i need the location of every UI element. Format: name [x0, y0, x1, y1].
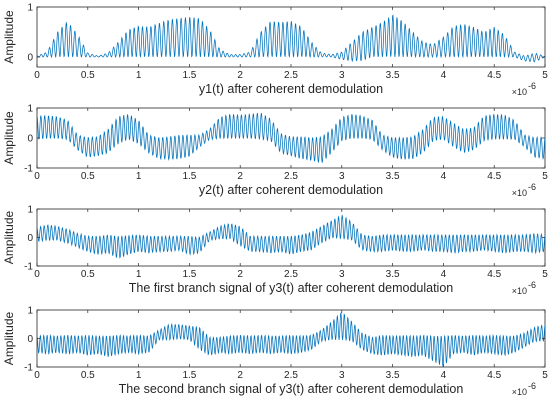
x-axis-label: y2(t) after coherent demodulation: [199, 183, 383, 197]
y-tick-label: -1: [24, 164, 33, 175]
x-axis-label: The first branch signal of y3(t) after c…: [129, 281, 454, 295]
x-multiplier: ×10: [512, 387, 527, 397]
x-tick-label: 2.5: [284, 370, 298, 381]
x-exponent: -6: [528, 182, 536, 192]
y-axis-label: Amplitude: [2, 10, 16, 64]
x-tick-label: 5: [542, 269, 548, 280]
x-tick-label: 2.5: [284, 70, 298, 81]
y-axis-label: Amplitude: [2, 312, 16, 366]
y-tick-label: -1: [24, 363, 33, 374]
x-multiplier: ×10: [512, 188, 527, 198]
x-tick-label: 0.5: [81, 171, 95, 182]
x-tick-label: 1: [136, 70, 142, 81]
x-tick-label: 4: [441, 70, 447, 81]
x-tick-label: 5: [542, 370, 548, 381]
x-tick-label: 4.5: [487, 269, 501, 280]
x-tick-label: 0: [34, 70, 40, 81]
y-tick-label: 1: [27, 205, 33, 216]
x-tick-label: 0.5: [81, 370, 95, 381]
x-tick-label: 1.5: [182, 171, 196, 182]
x-tick-label: 1: [136, 370, 142, 381]
x-tick-label: 1: [136, 171, 142, 182]
x-tick-label: 3: [339, 370, 345, 381]
x-tick-label: 2: [237, 370, 243, 381]
x-multiplier: ×10: [512, 286, 527, 296]
y-tick-label: 0: [27, 334, 33, 345]
x-tick-label: 2.5: [284, 171, 298, 182]
x-axis-label: y1(t) after coherent demodulation: [199, 82, 383, 96]
x-tick-label: 0: [34, 269, 40, 280]
x-exponent: -6: [528, 381, 536, 391]
x-tick-label: 3.5: [386, 171, 400, 182]
signal-line: [37, 14, 545, 63]
x-tick-label: 0.5: [81, 70, 95, 81]
x-tick-label: 3: [339, 70, 345, 81]
x-tick-label: 4: [441, 171, 447, 182]
x-tick-label: 1: [136, 269, 142, 280]
x-tick-label: 3: [339, 171, 345, 182]
y-tick-label: 0: [27, 134, 33, 145]
y-tick-label: 1: [27, 104, 33, 115]
x-tick-label: 3.5: [386, 70, 400, 81]
x-tick-label: 4.5: [487, 370, 501, 381]
x-tick-label: 1.5: [182, 269, 196, 280]
y-axis-label: Amplitude: [2, 111, 16, 165]
signal-line: [37, 214, 545, 259]
x-tick-label: 5: [542, 70, 548, 81]
x-tick-label: 4.5: [487, 70, 501, 81]
x-axis-label: The second branch signal of y3(t) after …: [119, 382, 464, 396]
x-tick-label: 3.5: [386, 370, 400, 381]
x-tick-label: 4: [441, 370, 447, 381]
y-tick-label: 0: [27, 233, 33, 244]
x-tick-label: 2: [237, 269, 243, 280]
x-tick-label: 4: [441, 269, 447, 280]
x-exponent: -6: [528, 280, 536, 290]
x-tick-label: 2: [237, 171, 243, 182]
x-tick-label: 0: [34, 171, 40, 182]
subplot-1: 0 0.5 1 1.5 2 2.5 3 3.5 4 4.5 5 0 1 Amplitude y1(t) af…: [2, 3, 548, 98]
x-tick-label: 1.5: [182, 70, 196, 81]
x-tick-label: 4.5: [487, 171, 501, 182]
x-tick-label: 0: [34, 370, 40, 381]
x-multiplier: ×10: [512, 87, 527, 97]
y-tick-label: 1: [27, 3, 33, 14]
x-tick-label: 1.5: [182, 370, 196, 381]
y-axis-label: Amplitude: [2, 211, 16, 265]
y-tick-label: 0: [27, 53, 33, 64]
axes-box: [36, 309, 546, 368]
y-tick-label: 1: [27, 306, 33, 317]
x-exponent: -6: [528, 81, 536, 91]
x-tick-label: 2.5: [284, 269, 298, 280]
x-tick-label: 0.5: [81, 269, 95, 280]
x-tick-label: 3: [339, 269, 345, 280]
x-tick-label: 3.5: [386, 269, 400, 280]
y-tick-label: -1: [24, 262, 33, 273]
signal-line: [37, 112, 545, 163]
subplot-2: 0 0.5 1 1.5 2 2.5 3 3.5 4 4.5 510-1Amplitudey2(t) …: [2, 104, 548, 199]
x-tick-label: 5: [542, 171, 548, 182]
axes-box: [36, 6, 546, 68]
x-tick-label: 2: [237, 70, 243, 81]
signal-line: [37, 312, 545, 367]
